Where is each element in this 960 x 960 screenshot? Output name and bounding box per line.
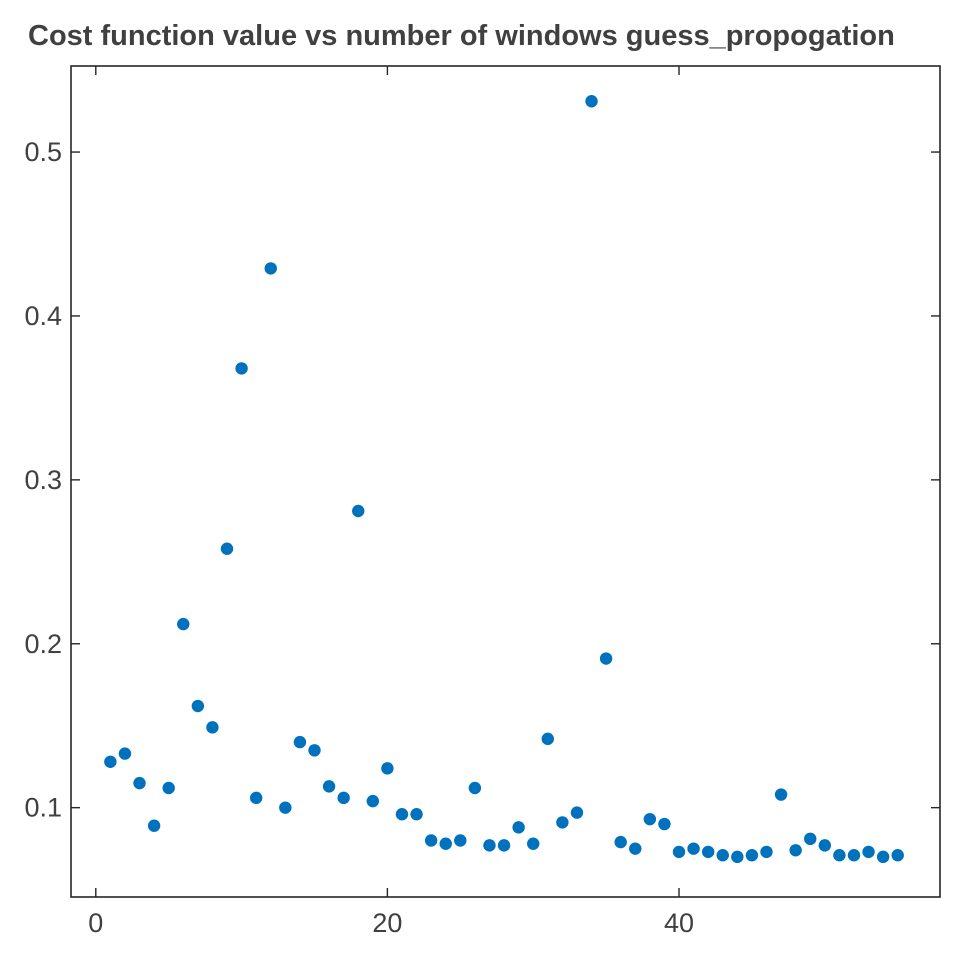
data-point [672,845,686,859]
data-point [322,780,336,793]
data-point [220,542,234,555]
data-point [731,850,744,864]
data-point [701,845,715,859]
x-tick-label: 40 [664,908,694,938]
data-point [833,849,846,862]
data-point [512,821,525,834]
data-point [249,791,263,805]
data-point [483,839,496,852]
y-tick-label: 0.5 [24,137,62,167]
data-point [104,755,117,768]
data-point [162,781,175,795]
data-point [891,849,904,862]
data-points [104,95,904,864]
data-point [876,850,890,864]
data-point [804,832,817,846]
data-point [118,747,132,760]
data-point [556,816,569,829]
data-point [206,721,219,734]
plot-area-border [70,65,941,898]
data-point [337,791,350,805]
data-point [352,504,365,518]
data-point [527,837,540,850]
axis-ticks [71,66,940,897]
data-point [497,839,511,852]
y-tick-label: 0.3 [24,465,62,495]
chart-title: Cost function value vs number of windows… [28,20,895,52]
data-point [541,732,554,746]
y-tick-label: 0.2 [24,629,62,659]
data-point [789,844,802,857]
data-point [191,699,205,713]
data-point [585,95,598,108]
data-point [760,845,773,859]
data-point [410,808,423,821]
data-point [818,839,832,852]
data-point [658,817,671,831]
data-point [614,835,627,849]
data-point [454,834,467,847]
data-point [847,849,861,862]
data-point [599,652,613,665]
data-point [235,362,248,375]
axis-tick-labels: 0 20 40 0.1 0.2 0.3 0.4 0.5 [24,137,694,938]
data-point [862,845,875,859]
x-tick-label: 20 [372,908,402,938]
data-point [716,849,729,862]
data-point [439,837,452,850]
y-tick-label: 0.4 [24,301,62,331]
data-point [264,262,277,275]
data-point [774,788,788,801]
data-point [629,842,642,855]
data-point [745,849,759,862]
x-tick-label: 0 [88,908,103,938]
data-point [133,776,146,790]
data-point [177,617,190,631]
data-point [687,842,700,855]
data-point [468,781,482,795]
data-point [381,762,394,775]
data-point [424,834,438,847]
data-point [570,806,584,819]
data-point [147,819,161,832]
y-tick-label: 0.1 [24,793,62,823]
data-point [293,735,307,749]
data-point [395,808,409,821]
data-point [279,801,292,814]
data-point [643,812,657,826]
data-point [308,744,321,757]
axes-frame [70,65,941,898]
data-point [366,794,380,808]
